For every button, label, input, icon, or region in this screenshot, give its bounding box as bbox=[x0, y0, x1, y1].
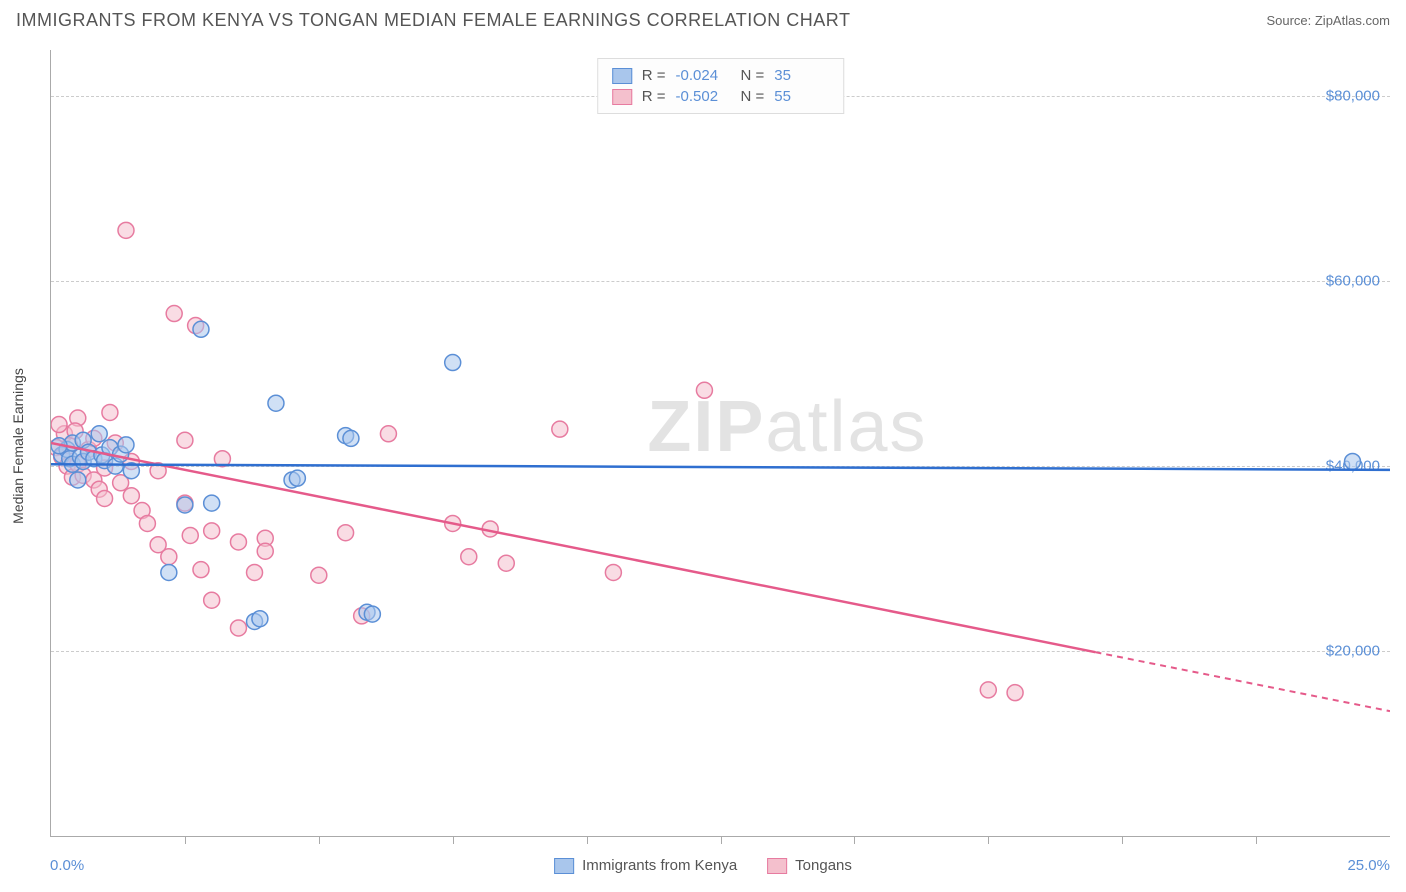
tongans-point bbox=[311, 567, 327, 583]
kenya-point bbox=[161, 564, 177, 580]
tongans-trendline bbox=[51, 443, 1095, 652]
tongans-point bbox=[257, 543, 273, 559]
x-tick bbox=[453, 836, 454, 844]
tongans-point bbox=[97, 490, 113, 506]
correlation-legend: R = -0.024 N = 35 R = -0.502 N = 55 bbox=[597, 58, 845, 114]
tongans-point bbox=[161, 549, 177, 565]
x-tick bbox=[1256, 836, 1257, 844]
x-tick bbox=[185, 836, 186, 844]
tongans-point bbox=[380, 426, 396, 442]
swatch-tongans bbox=[767, 858, 787, 874]
x-tick bbox=[319, 836, 320, 844]
legend-label-kenya: Immigrants from Kenya bbox=[582, 857, 737, 874]
x-tick bbox=[854, 836, 855, 844]
x-tick bbox=[988, 836, 989, 844]
legend-row-kenya: R = -0.024 N = 35 bbox=[612, 65, 830, 86]
tongans-point bbox=[980, 682, 996, 698]
r-label: R = bbox=[642, 67, 666, 84]
tongans-point bbox=[177, 432, 193, 448]
kenya-point bbox=[364, 606, 380, 622]
chart-area: ZIPatlas R = -0.024 N = 35 R = -0.502 N … bbox=[50, 50, 1390, 837]
tongans-point bbox=[51, 417, 67, 433]
x-min-label: 0.0% bbox=[50, 857, 84, 874]
n-label: N = bbox=[741, 88, 765, 105]
tongans-point bbox=[118, 222, 134, 238]
n-label: N = bbox=[741, 67, 765, 84]
tongans-point bbox=[230, 534, 246, 550]
tongans-point bbox=[204, 592, 220, 608]
y-axis-label: Median Female Earnings bbox=[10, 368, 26, 524]
tongans-point bbox=[102, 404, 118, 420]
n-value-tongans: 55 bbox=[774, 88, 829, 105]
r-value-tongans: -0.502 bbox=[676, 88, 731, 105]
kenya-point bbox=[445, 355, 461, 371]
tongans-point bbox=[230, 620, 246, 636]
tongans-point bbox=[247, 564, 263, 580]
x-tick bbox=[1122, 836, 1123, 844]
tongans-point bbox=[696, 382, 712, 398]
scatter-svg bbox=[51, 50, 1390, 836]
series-legend: Immigrants from Kenya Tongans bbox=[554, 857, 852, 874]
kenya-trendline bbox=[51, 464, 1390, 470]
x-tick bbox=[587, 836, 588, 844]
kenya-point bbox=[204, 495, 220, 511]
tongans-point bbox=[552, 421, 568, 437]
x-tick bbox=[721, 836, 722, 844]
legend-row-tongans: R = -0.502 N = 55 bbox=[612, 86, 830, 107]
kenya-point bbox=[289, 470, 305, 486]
chart-title: IMMIGRANTS FROM KENYA VS TONGAN MEDIAN F… bbox=[16, 10, 850, 31]
kenya-point bbox=[252, 611, 268, 627]
kenya-point bbox=[1345, 453, 1361, 469]
tongans-point bbox=[182, 527, 198, 543]
legend-item-tongans: Tongans bbox=[767, 857, 852, 874]
tongans-point bbox=[1007, 685, 1023, 701]
legend-label-tongans: Tongans bbox=[795, 857, 852, 874]
tongans-point bbox=[338, 525, 354, 541]
swatch-kenya bbox=[612, 68, 632, 84]
n-value-kenya: 35 bbox=[774, 67, 829, 84]
x-max-label: 25.0% bbox=[1347, 857, 1390, 874]
tongans-point bbox=[123, 488, 139, 504]
swatch-tongans bbox=[612, 89, 632, 105]
kenya-point bbox=[343, 430, 359, 446]
legend-item-kenya: Immigrants from Kenya bbox=[554, 857, 737, 874]
tongans-point bbox=[498, 555, 514, 571]
tongans-point bbox=[605, 564, 621, 580]
tongans-point bbox=[139, 515, 155, 531]
tongans-trendline-dashed bbox=[1095, 652, 1390, 711]
tongans-point bbox=[461, 549, 477, 565]
tongans-point bbox=[193, 562, 209, 578]
kenya-point bbox=[118, 437, 134, 453]
plot-region: ZIPatlas R = -0.024 N = 35 R = -0.502 N … bbox=[50, 50, 1390, 837]
tongans-point bbox=[204, 523, 220, 539]
kenya-point bbox=[91, 426, 107, 442]
kenya-point bbox=[177, 497, 193, 513]
kenya-point bbox=[193, 321, 209, 337]
kenya-point bbox=[268, 395, 284, 411]
kenya-point bbox=[70, 472, 86, 488]
r-label: R = bbox=[642, 88, 666, 105]
tongans-point bbox=[166, 306, 182, 322]
swatch-kenya bbox=[554, 858, 574, 874]
r-value-kenya: -0.024 bbox=[676, 67, 731, 84]
source-label: Source: ZipAtlas.com bbox=[1266, 13, 1390, 28]
